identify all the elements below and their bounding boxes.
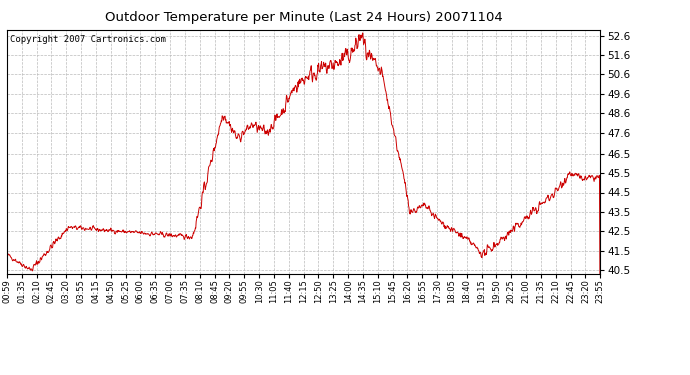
Text: Copyright 2007 Cartronics.com: Copyright 2007 Cartronics.com bbox=[10, 35, 166, 44]
Text: Outdoor Temperature per Minute (Last 24 Hours) 20071104: Outdoor Temperature per Minute (Last 24 … bbox=[105, 11, 502, 24]
